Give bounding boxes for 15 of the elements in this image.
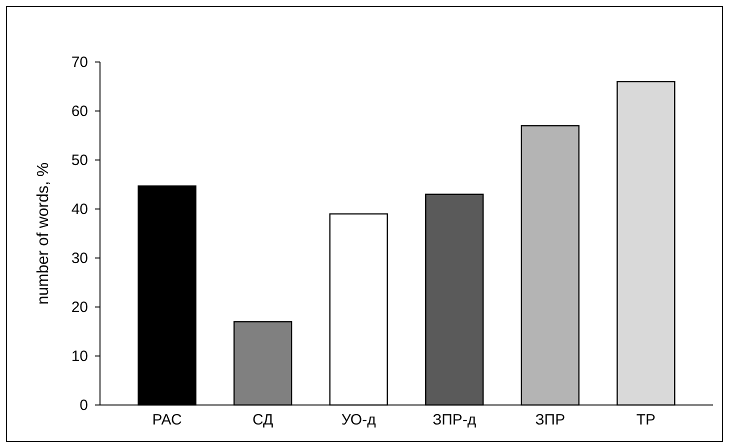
x-tick-label: ТР (636, 412, 656, 428)
x-tick-label: ЗПР (535, 412, 566, 428)
y-tick-label: 10 (71, 348, 88, 365)
x-tick-label: ЗПР-д (432, 412, 476, 428)
y-tick-label: 40 (71, 200, 88, 218)
y-tick-label: 50 (71, 152, 88, 169)
y-tick-label: 20 (71, 298, 88, 316)
y-tick-label: 30 (71, 250, 88, 267)
y-tick-label: 60 (71, 102, 88, 120)
y-axis-title: number of words, % (35, 162, 52, 305)
x-tick-label: СД (252, 412, 274, 428)
x-tick-label: УО-д (341, 412, 376, 428)
y-tick-label: 70 (71, 54, 88, 71)
x-tick-label: РАС (152, 412, 182, 428)
y-tick-label: 0 (80, 396, 88, 414)
